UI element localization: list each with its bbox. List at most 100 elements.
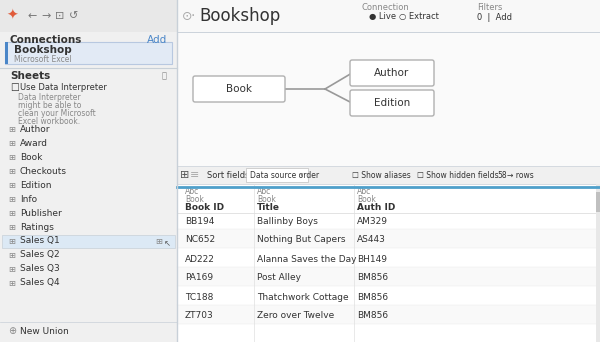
Text: Alanna Saves the Day: Alanna Saves the Day (257, 254, 356, 263)
Text: ☐ Show aliases: ☐ Show aliases (352, 171, 411, 180)
Text: ☐ Show hidden fields: ☐ Show hidden fields (417, 171, 499, 180)
Text: Sales Q2: Sales Q2 (20, 250, 59, 260)
Text: Checkouts: Checkouts (20, 167, 67, 175)
Text: ←: ← (28, 11, 37, 21)
Text: ⊞: ⊞ (155, 237, 163, 246)
Text: Abc: Abc (357, 186, 371, 196)
FancyBboxPatch shape (350, 90, 434, 116)
Text: ✦: ✦ (6, 9, 18, 23)
FancyBboxPatch shape (177, 210, 600, 229)
Text: → rows: → rows (507, 171, 534, 180)
FancyBboxPatch shape (2, 235, 175, 248)
Text: Publisher: Publisher (20, 209, 62, 218)
Text: ↺: ↺ (70, 11, 79, 21)
FancyBboxPatch shape (596, 184, 600, 342)
Text: NC652: NC652 (185, 236, 215, 245)
FancyBboxPatch shape (177, 0, 600, 32)
Text: Info: Info (20, 195, 37, 203)
Text: AD222: AD222 (185, 254, 215, 263)
Text: clean your Microsoft: clean your Microsoft (18, 109, 96, 118)
Text: ▾: ▾ (300, 172, 304, 178)
Text: Book: Book (20, 153, 43, 161)
Text: Author: Author (20, 124, 50, 133)
FancyBboxPatch shape (177, 286, 600, 305)
Text: Sales Q1: Sales Q1 (20, 237, 60, 246)
Text: Connection: Connection (362, 3, 410, 13)
Text: ○ Extract: ○ Extract (399, 13, 439, 22)
Text: ⊞: ⊞ (181, 170, 190, 180)
FancyBboxPatch shape (177, 32, 600, 177)
Text: Book: Book (185, 195, 204, 203)
Text: 🔍: 🔍 (162, 71, 167, 80)
Text: Microsoft Excel: Microsoft Excel (14, 54, 71, 64)
Text: Post Alley: Post Alley (257, 274, 301, 282)
Text: might be able to: might be able to (18, 102, 82, 110)
FancyBboxPatch shape (177, 248, 600, 267)
Text: ⊕: ⊕ (8, 326, 16, 336)
Text: ⊞: ⊞ (8, 237, 16, 246)
Text: ⊞: ⊞ (8, 195, 16, 203)
FancyBboxPatch shape (596, 192, 600, 212)
Text: BH149: BH149 (357, 254, 387, 263)
Text: Author: Author (374, 68, 410, 78)
FancyBboxPatch shape (0, 0, 177, 32)
Text: Sales Q3: Sales Q3 (20, 264, 60, 274)
Text: Ballinby Boys: Ballinby Boys (257, 216, 318, 225)
Text: Sheets: Sheets (10, 71, 50, 81)
Text: Award: Award (20, 139, 48, 147)
Text: Bookshop: Bookshop (14, 45, 72, 55)
FancyBboxPatch shape (177, 166, 600, 184)
Text: ⊞: ⊞ (8, 264, 16, 274)
Text: Thatchwork Cottage: Thatchwork Cottage (257, 292, 349, 302)
Text: →: → (41, 11, 50, 21)
Text: Sort fields: Sort fields (207, 171, 250, 180)
Text: Bookshop: Bookshop (199, 7, 280, 25)
Text: ⊙: ⊙ (182, 10, 192, 23)
Text: ⊞: ⊞ (8, 167, 16, 175)
Text: Data Interpreter: Data Interpreter (18, 93, 80, 103)
FancyBboxPatch shape (193, 76, 285, 102)
Text: ⊞: ⊞ (8, 250, 16, 260)
Text: BM856: BM856 (357, 274, 388, 282)
Text: ☐: ☐ (10, 83, 19, 93)
Text: Sales Q4: Sales Q4 (20, 278, 59, 288)
Text: ⊞: ⊞ (8, 209, 16, 218)
Text: BM856: BM856 (357, 312, 388, 320)
Text: 58: 58 (497, 171, 506, 180)
Text: BM856: BM856 (357, 292, 388, 302)
FancyBboxPatch shape (177, 305, 600, 324)
Text: New Union: New Union (20, 327, 69, 336)
Text: Use Data Interpreter: Use Data Interpreter (20, 83, 107, 92)
FancyBboxPatch shape (0, 0, 177, 342)
Text: Add: Add (147, 35, 167, 45)
Text: Filters: Filters (477, 3, 502, 13)
Text: Abc: Abc (257, 186, 271, 196)
Text: ↖: ↖ (163, 239, 170, 249)
Text: BB194: BB194 (185, 216, 214, 225)
Text: ⊞: ⊞ (8, 139, 16, 147)
Text: PA169: PA169 (185, 274, 213, 282)
Text: Book: Book (257, 195, 276, 203)
Text: Book: Book (357, 195, 376, 203)
FancyBboxPatch shape (177, 229, 600, 248)
Text: Connections: Connections (10, 35, 82, 45)
Text: ·: · (191, 9, 195, 23)
Text: TC188: TC188 (185, 292, 214, 302)
FancyBboxPatch shape (177, 267, 600, 286)
Text: Book: Book (226, 84, 252, 94)
Text: Data source order: Data source order (250, 171, 319, 180)
Text: ● Live: ● Live (369, 13, 396, 22)
Text: ⊞: ⊞ (8, 124, 16, 133)
Text: Book ID: Book ID (185, 202, 224, 211)
Text: ZT703: ZT703 (185, 312, 214, 320)
Text: ⊡: ⊡ (55, 11, 65, 21)
FancyBboxPatch shape (246, 168, 308, 182)
Text: AM329: AM329 (357, 216, 388, 225)
FancyBboxPatch shape (5, 42, 8, 64)
Text: ⊞: ⊞ (8, 278, 16, 288)
Text: ⊞: ⊞ (8, 153, 16, 161)
Text: 0  |  Add: 0 | Add (477, 13, 512, 22)
FancyBboxPatch shape (177, 0, 600, 342)
FancyBboxPatch shape (350, 60, 434, 86)
Text: Edition: Edition (20, 181, 52, 189)
